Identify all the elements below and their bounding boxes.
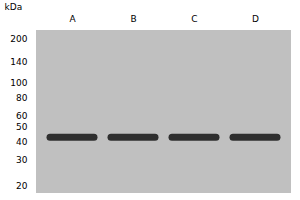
svg-text:kDa: kDa: [5, 2, 23, 12]
svg-text:A: A: [69, 14, 76, 24]
svg-text:D: D: [252, 14, 259, 24]
svg-text:100: 100: [10, 78, 27, 88]
svg-text:140: 140: [10, 57, 27, 67]
svg-text:20: 20: [16, 181, 28, 191]
svg-text:30: 30: [16, 155, 28, 165]
svg-text:80: 80: [16, 93, 28, 103]
svg-text:50: 50: [16, 122, 28, 132]
svg-text:B: B: [130, 14, 136, 24]
svg-text:60: 60: [16, 111, 28, 121]
svg-text:40: 40: [16, 137, 28, 147]
svg-text:200: 200: [10, 34, 27, 44]
svg-text:C: C: [191, 14, 197, 24]
